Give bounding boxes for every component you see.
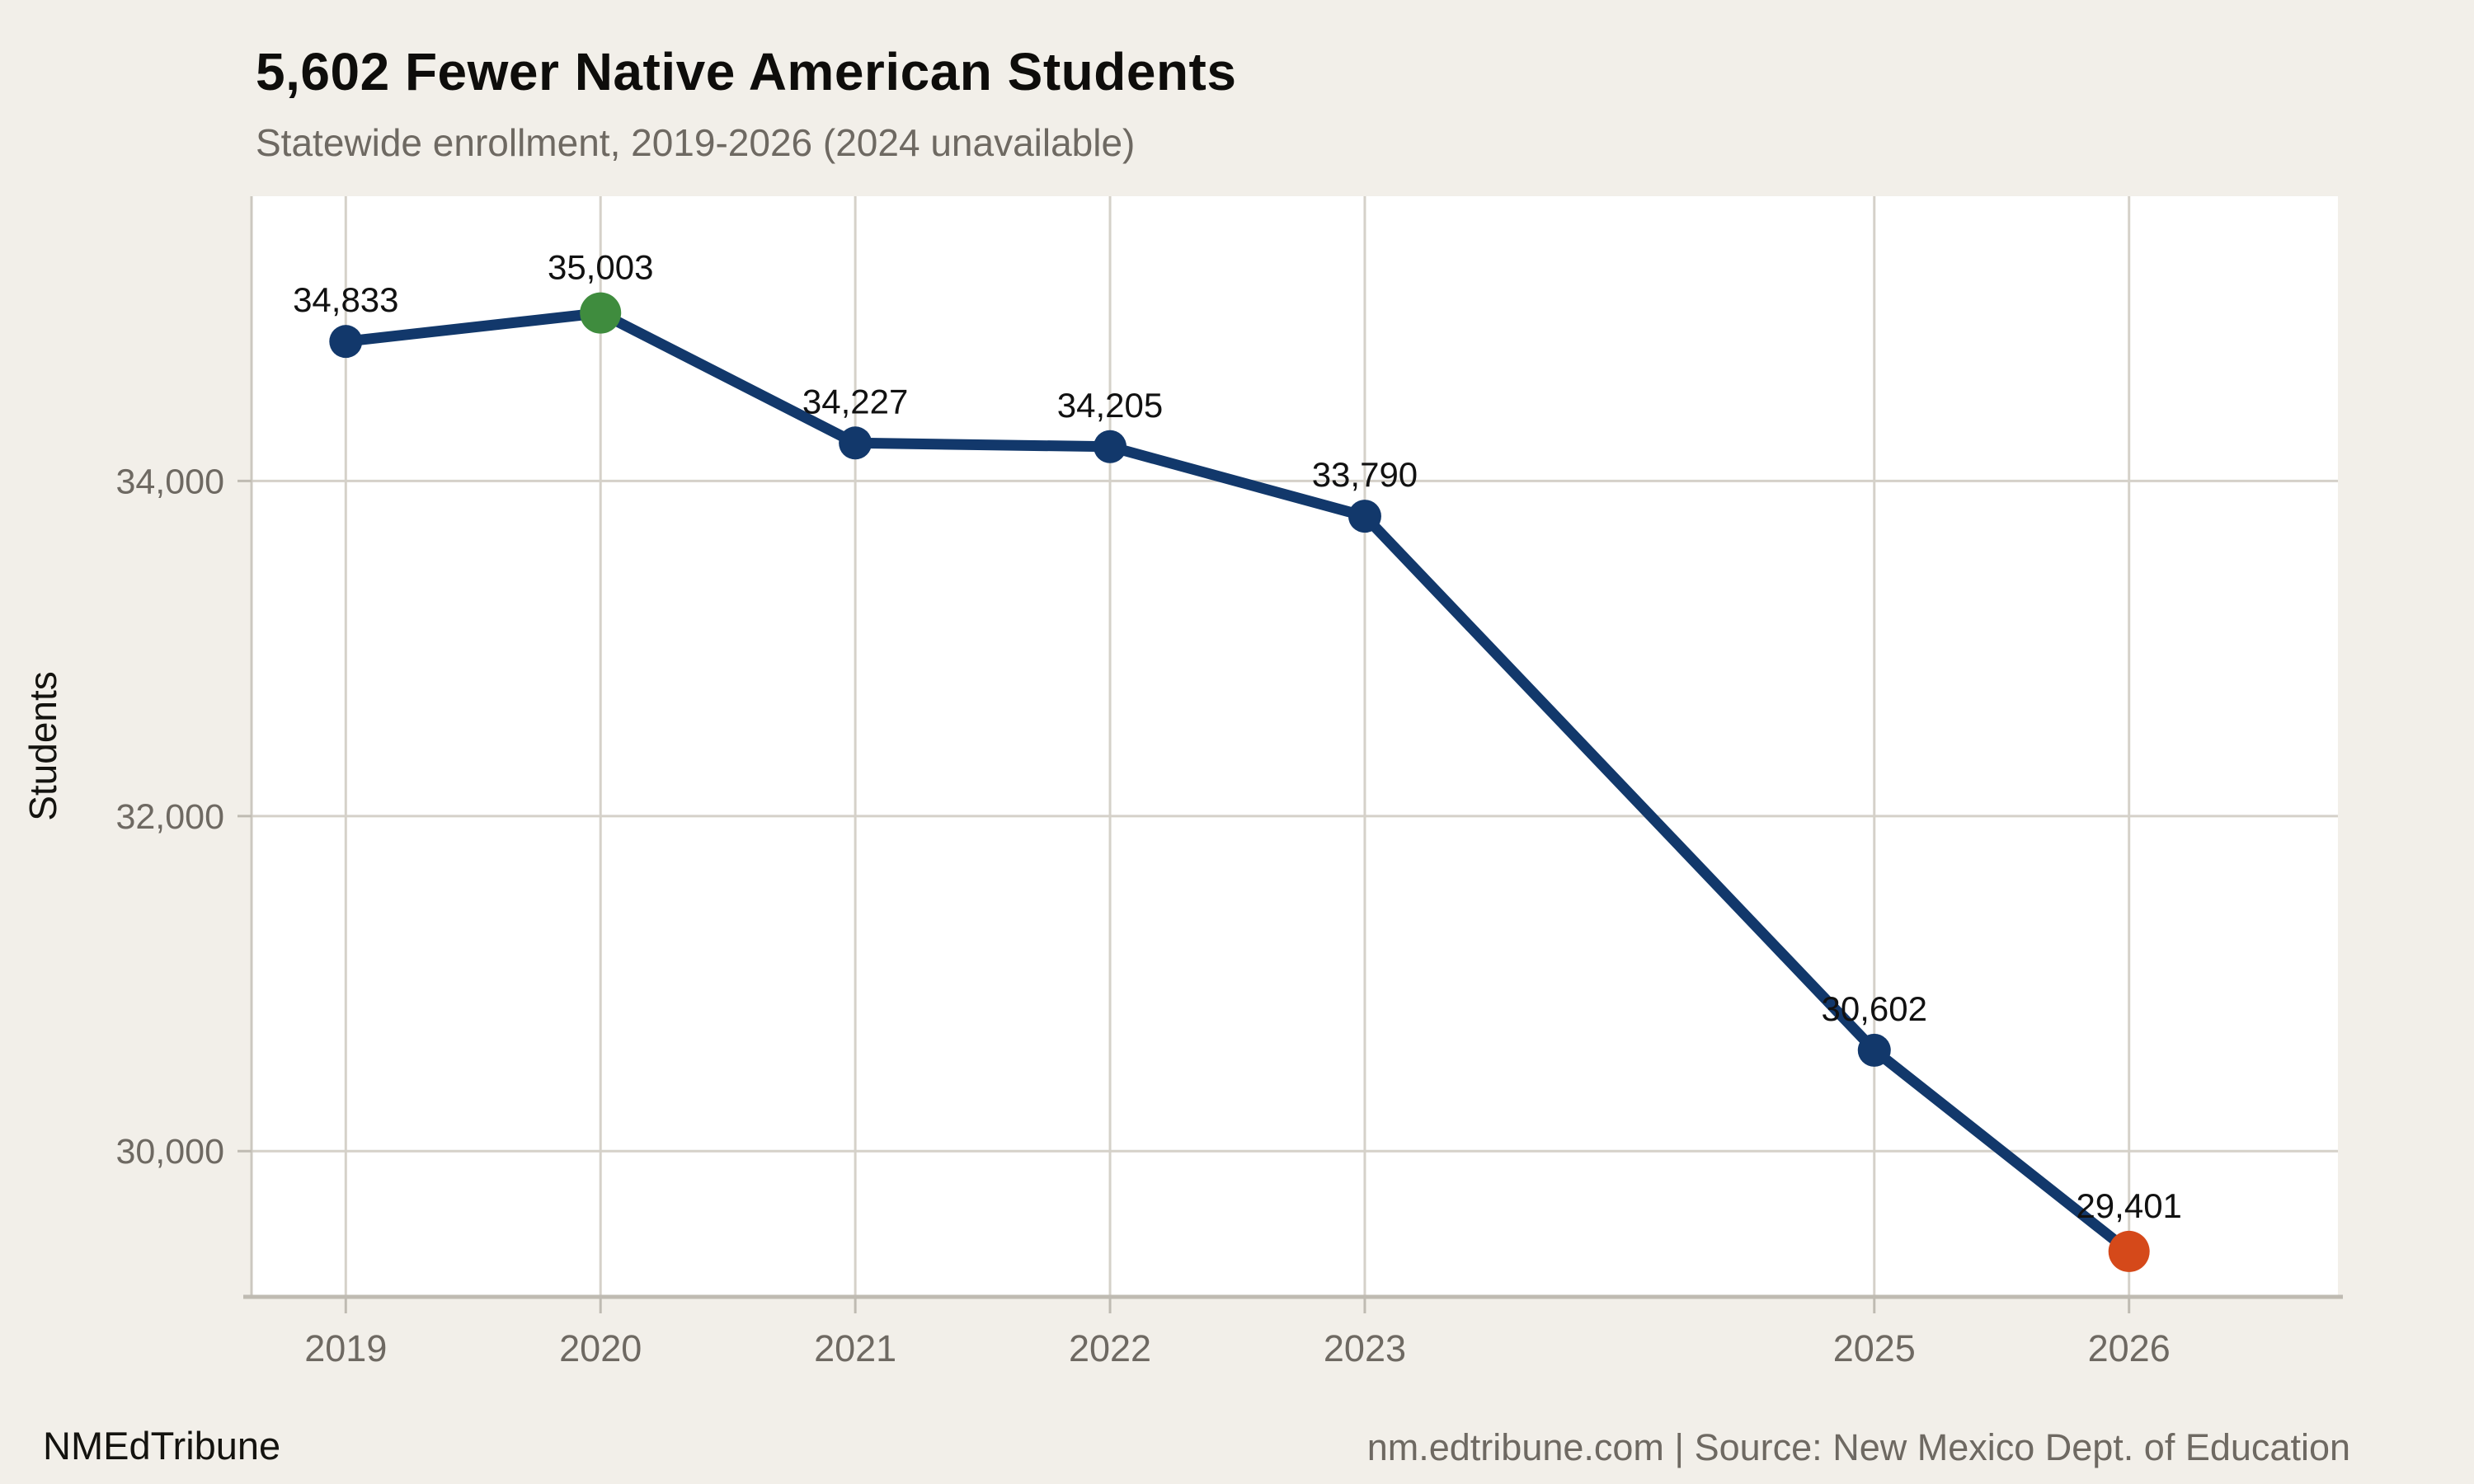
- x-tick-label: 2025: [1833, 1327, 1916, 1369]
- x-tick-label: 2023: [1324, 1327, 1406, 1369]
- value-label-2021: 34,227: [802, 382, 908, 420]
- data-point-2020: [580, 292, 622, 334]
- brand-logo-text: NMEdTribune: [43, 1424, 281, 1468]
- data-point-2023: [1348, 500, 1381, 533]
- value-label-2023: 33,790: [1312, 455, 1418, 494]
- x-tick-label: 2021: [814, 1327, 896, 1369]
- x-tick-label: 2026: [2088, 1327, 2171, 1369]
- x-tick-label: 2020: [559, 1327, 642, 1369]
- y-axis-title: Students: [21, 671, 64, 821]
- y-tick-label: 30,000: [115, 1132, 224, 1172]
- data-point-2021: [839, 426, 872, 460]
- value-label-2025: 30,602: [1822, 989, 1927, 1028]
- data-point-2025: [1857, 1033, 1891, 1067]
- data-point-2019: [329, 325, 363, 359]
- data-point-2026: [2108, 1230, 2150, 1272]
- value-label-2019: 34,833: [293, 280, 398, 319]
- value-label-2022: 34,205: [1057, 386, 1163, 425]
- y-tick-label: 32,000: [115, 797, 224, 837]
- y-tick-label: 34,000: [115, 462, 224, 501]
- value-label-2026: 29,401: [2076, 1186, 2181, 1225]
- data-point-2022: [1094, 430, 1127, 463]
- chart-subtitle: Statewide enrollment, 2019-2026 (2024 un…: [256, 121, 1136, 164]
- chart-title: 5,602 Fewer Native American Students: [256, 42, 1237, 101]
- x-tick-label: 2022: [1069, 1327, 1151, 1369]
- source-attribution: nm.edtribune.com | Source: New Mexico De…: [1366, 1426, 2350, 1468]
- value-label-2020: 35,003: [548, 248, 653, 287]
- plot-area: [252, 196, 2338, 1297]
- x-tick-label: 2019: [304, 1327, 387, 1369]
